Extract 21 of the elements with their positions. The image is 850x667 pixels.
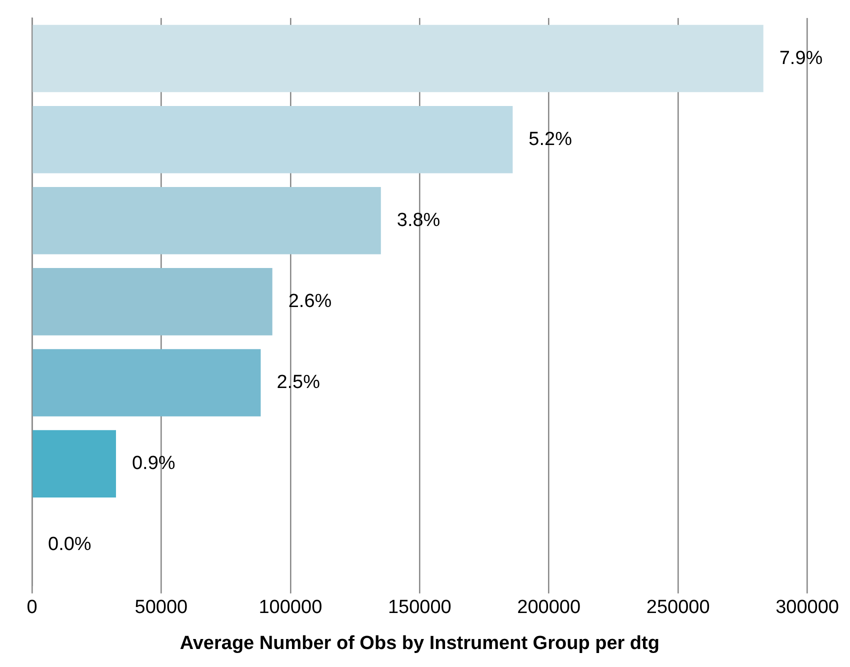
bar — [32, 187, 381, 254]
bar — [32, 24, 764, 92]
bar — [32, 430, 116, 498]
annotation: 0.0% — [48, 534, 92, 556]
annotation: 0.9% — [132, 453, 176, 474]
annotation: 7.9% — [779, 48, 823, 69]
x-tick-label: 150000 — [388, 597, 452, 618]
bar — [32, 268, 272, 336]
x-tick-label: 200000 — [517, 597, 581, 618]
annotation: 3.8% — [396, 210, 440, 231]
annotation: 2.5% — [276, 372, 320, 393]
bar — [32, 106, 513, 174]
x-tick-label: 50000 — [134, 597, 188, 618]
annotation: 2.6% — [288, 290, 332, 312]
x-axis-title: Average Number of Obs by Instrument Group per dtg — [180, 632, 660, 654]
x-tick-label: 0 — [26, 597, 38, 618]
x-tick-label: 300000 — [776, 597, 839, 618]
x-tick-label: 250000 — [646, 597, 710, 618]
annotation: 5.2% — [528, 128, 572, 150]
bar — [32, 349, 261, 416]
x-tick-label: 100000 — [258, 597, 322, 618]
